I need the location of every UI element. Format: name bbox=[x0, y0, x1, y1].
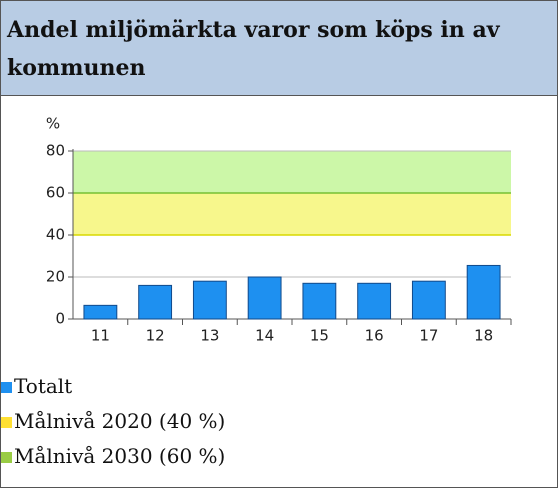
legend-item: Totalt bbox=[1, 369, 225, 404]
x-tick-label: 14 bbox=[255, 327, 274, 345]
bar bbox=[247, 276, 282, 320]
bar bbox=[302, 282, 337, 320]
x-tick-label: 16 bbox=[365, 327, 384, 345]
x-tick-label: 18 bbox=[474, 327, 493, 345]
bar bbox=[357, 282, 392, 320]
legend-swatch bbox=[1, 417, 12, 428]
legend-swatch bbox=[1, 452, 12, 463]
y-tick-label: 60 bbox=[46, 184, 65, 202]
target-band bbox=[73, 151, 511, 193]
chart: % 0 20 40 60 80 11 12 13 14 15 16 17 18 bbox=[46, 115, 512, 345]
y-tick-label: 80 bbox=[46, 142, 65, 160]
x-tick-label: 12 bbox=[146, 327, 165, 345]
bar bbox=[466, 264, 501, 320]
x-tick-label: 11 bbox=[91, 327, 110, 345]
legend-label: Totalt bbox=[14, 374, 73, 398]
legend: Totalt Målnivå 2020 (40 %) Målnivå 2030 (6… bbox=[1, 369, 225, 474]
x-tick-label: 13 bbox=[200, 327, 219, 345]
y-tick-label: 0 bbox=[55, 310, 65, 328]
bar bbox=[192, 280, 227, 320]
legend-swatch bbox=[1, 382, 12, 393]
bar bbox=[411, 280, 446, 320]
bar bbox=[83, 304, 118, 320]
bar bbox=[138, 284, 173, 320]
legend-label: Målnivå 2020 (40 %) bbox=[14, 409, 226, 433]
chart-title: Andel miljömärkta varor som köps in av k… bbox=[1, 1, 557, 96]
legend-label: Målnivå 2030 (60 %) bbox=[14, 444, 226, 468]
legend-item: Målnivå 2020 (40 %) bbox=[1, 404, 225, 439]
x-tick-label: 17 bbox=[419, 327, 438, 345]
y-tick-label: 40 bbox=[46, 226, 65, 244]
y-tick-label: 20 bbox=[46, 268, 65, 286]
legend-item: Målnivå 2030 (60 %) bbox=[1, 439, 225, 474]
x-tick-label: 15 bbox=[310, 327, 329, 345]
y-axis-label: % bbox=[46, 115, 60, 133]
target-band bbox=[73, 193, 511, 235]
